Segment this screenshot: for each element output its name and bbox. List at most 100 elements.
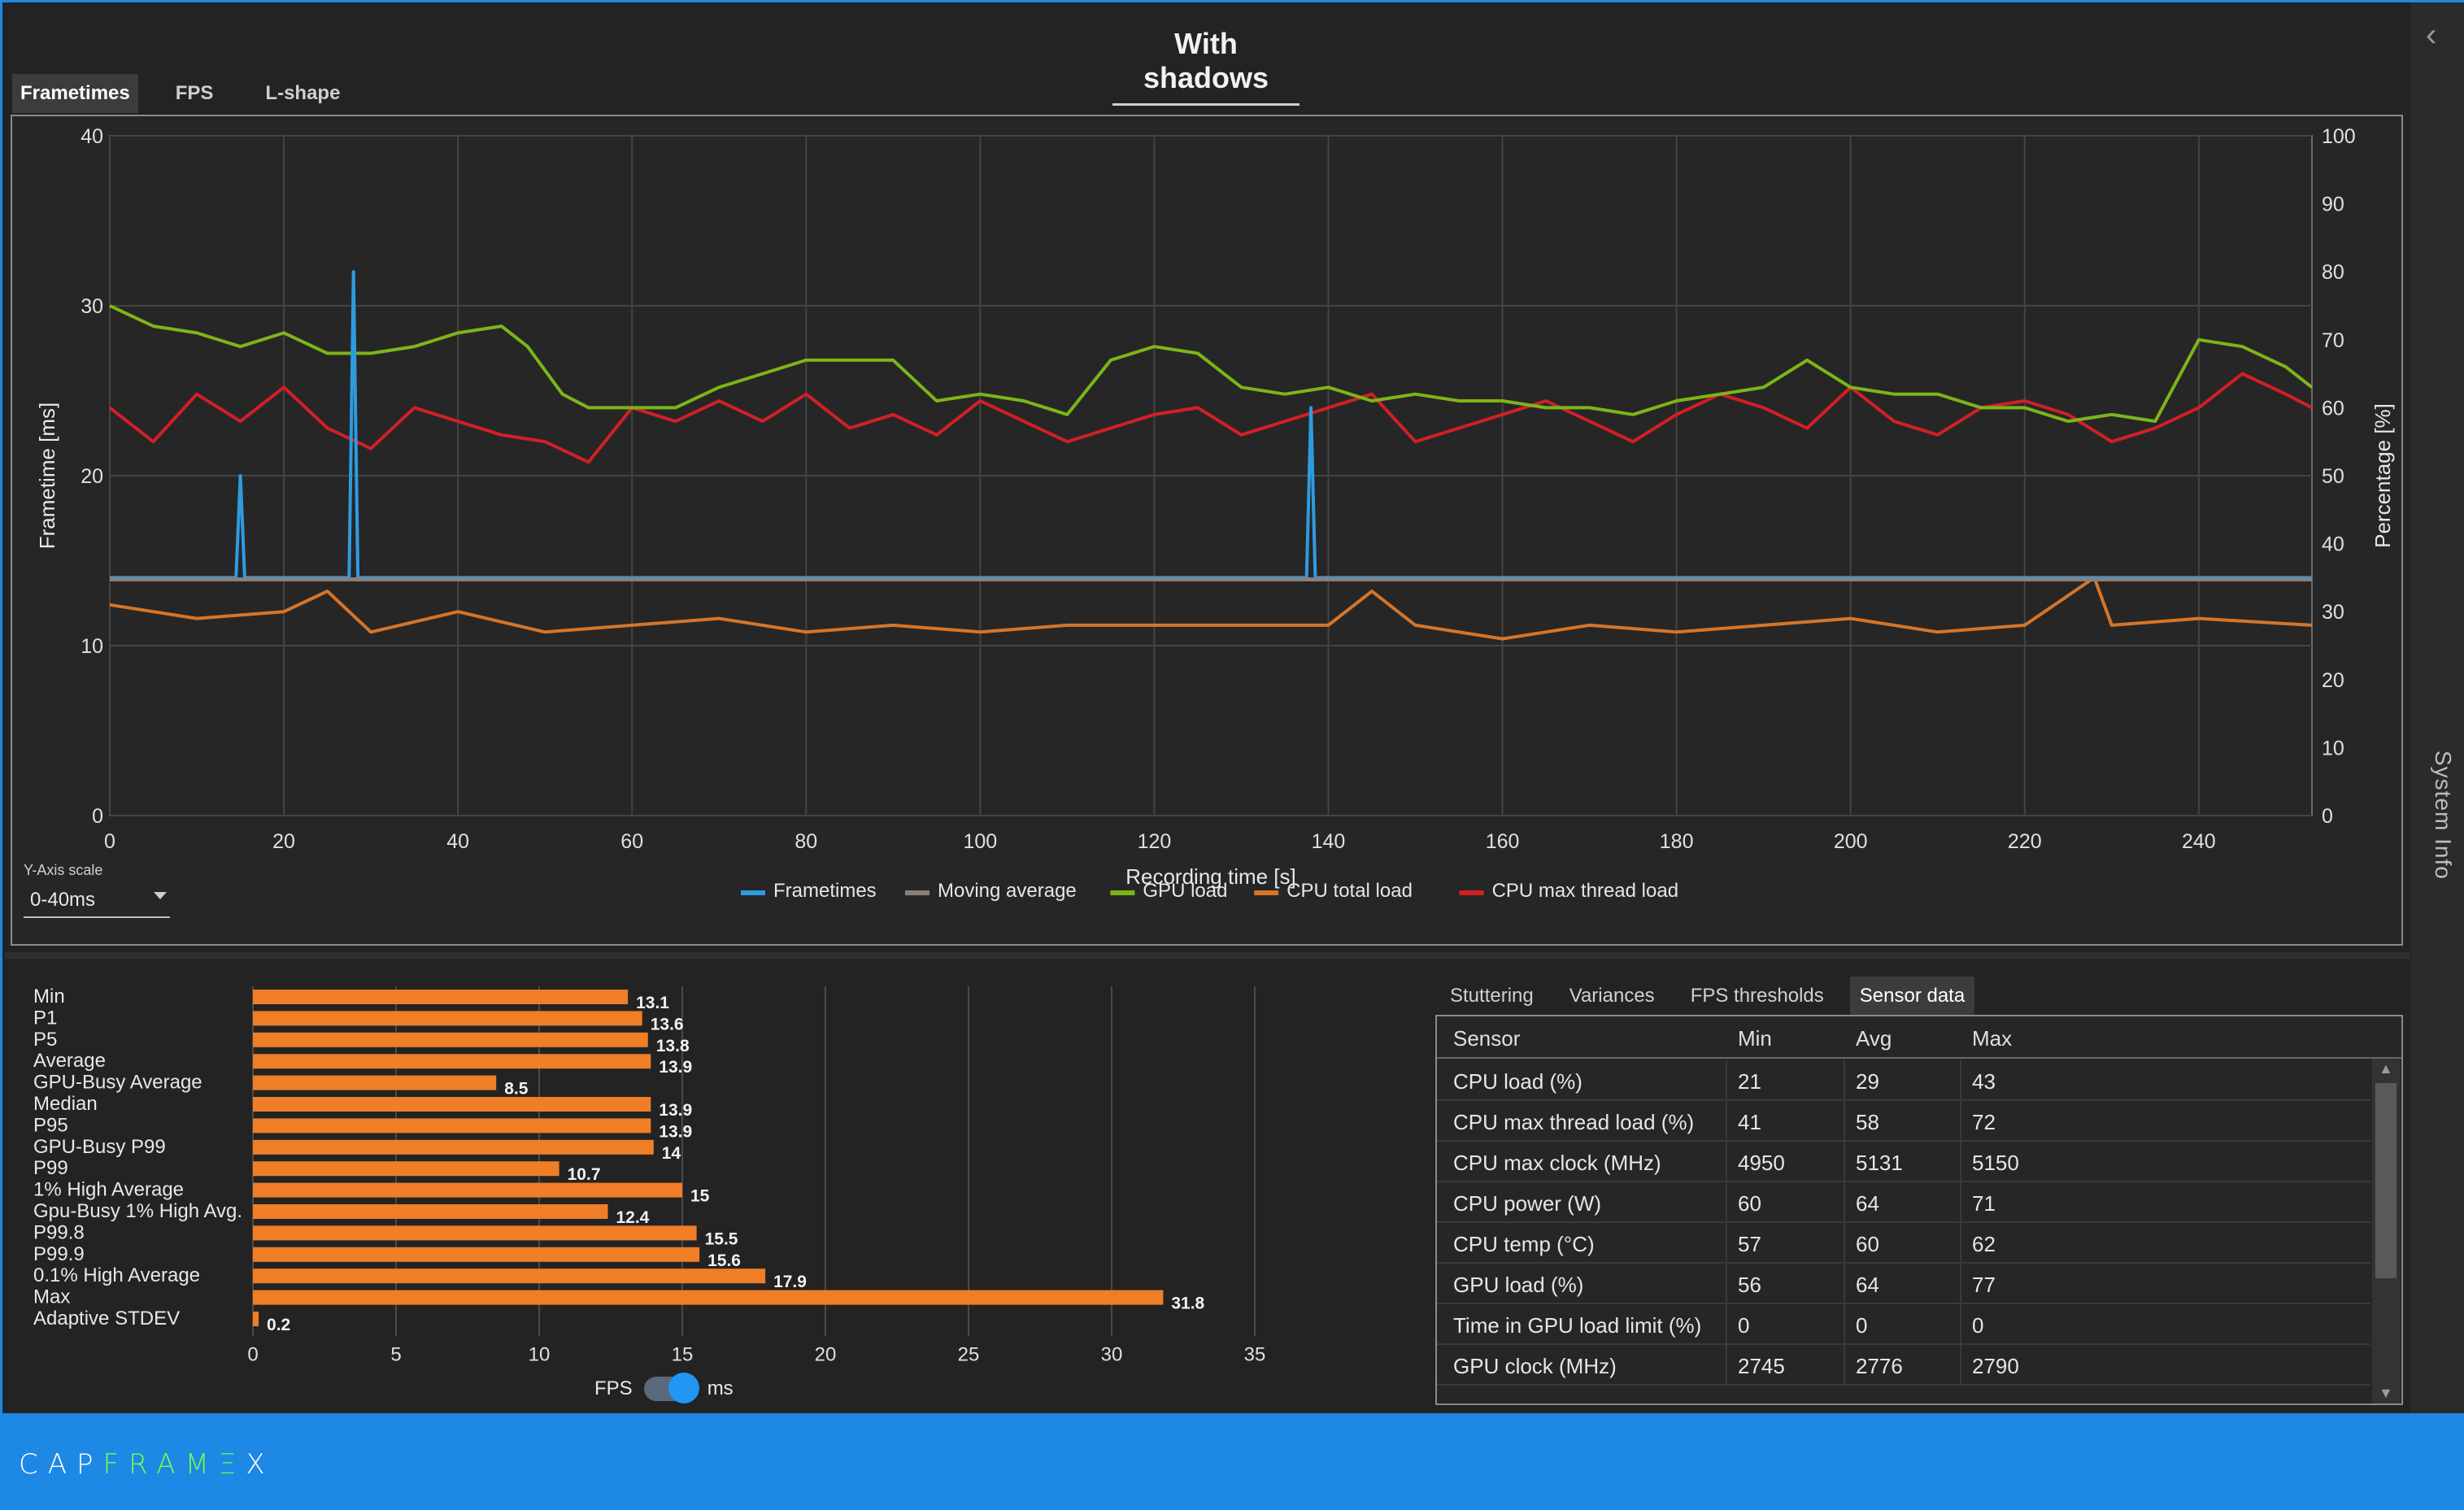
column-divider — [1960, 1182, 1961, 1223]
column-divider — [1726, 1142, 1727, 1182]
tab-stuttering[interactable]: Stuttering — [1450, 985, 1534, 1007]
table-row[interactable]: Time in GPU load limit (%) 0 0 0 — [1437, 1304, 2370, 1345]
x-axis-label: Recording time [s] — [1125, 864, 1296, 889]
toggle-label-fps: FPS — [594, 1377, 633, 1399]
bar-x-tick-label: 15 — [672, 1343, 694, 1365]
analysis-tabs: Stuttering Variances FPS thresholds Sens… — [1440, 977, 1975, 1016]
table-cell: CPU load (%) — [1453, 1069, 1582, 1094]
table-row[interactable]: CPU temp (°C) 57 60 62 — [1437, 1223, 2370, 1264]
legend-label[interactable]: GPU load — [1143, 880, 1227, 902]
table-cell: 71 — [1972, 1191, 1996, 1216]
y2-tick-label: 90 — [2322, 194, 2344, 216]
table-scrollbar[interactable]: ▲ ▼ — [2372, 1059, 2400, 1403]
bar — [253, 1097, 651, 1112]
column-divider — [1844, 1060, 1845, 1101]
bar-value-label: 0.2 — [267, 1316, 290, 1334]
tab-fps[interactable]: FPS — [175, 82, 214, 104]
table-cell: CPU temp (°C) — [1453, 1232, 1595, 1256]
column-divider — [1844, 1345, 1845, 1386]
bar-value-label: 13.8 — [656, 1037, 690, 1055]
page-title: With shadows — [1112, 27, 1299, 106]
chevron-left-icon[interactable]: ‹ — [2426, 17, 2437, 53]
y-axis-scale-label: Y-Axis scale — [24, 862, 103, 878]
column-header-avg[interactable]: Avg — [1856, 1026, 1892, 1051]
toggle-switch[interactable] — [643, 1373, 699, 1403]
scroll-down-icon[interactable]: ▼ — [2379, 1385, 2393, 1401]
column-header-sensor[interactable]: Sensor — [1453, 1026, 1521, 1051]
table-cell: 0 — [1972, 1313, 1984, 1338]
tab-variances[interactable]: Variances — [1569, 985, 1655, 1007]
frametime-chart-panel: 0 20 40 60 80 100 120 140 160 180 200 220 240 0 10 20 30… — [11, 115, 2403, 946]
fps-ms-toggle[interactable]: FPS ms — [594, 1373, 734, 1403]
bar-category-label: Median — [33, 1093, 98, 1115]
bar-value-label: 14 — [662, 1144, 681, 1163]
table-cell: 56 — [1738, 1273, 1761, 1297]
toggle-label-ms: ms — [707, 1377, 734, 1399]
legend-label[interactable]: CPU total load — [1286, 880, 1413, 902]
bar — [253, 1054, 651, 1069]
column-header-max[interactable]: Max — [1972, 1026, 2013, 1051]
table-cell: 0 — [1856, 1313, 1868, 1338]
bar — [253, 990, 629, 1004]
table-row[interactable]: GPU clock (MHz) 2745 2776 2790 — [1437, 1345, 2370, 1386]
tab-sensor-data[interactable]: Sensor data — [1849, 977, 1975, 1016]
table-header: Sensor Min Avg Max — [1437, 1016, 2401, 1059]
table-cell: CPU power (W) — [1453, 1191, 1602, 1216]
y2-tick-label: 30 — [2322, 601, 2344, 624]
table-row[interactable]: CPU max thread load (%) 41 58 72 — [1437, 1101, 2370, 1142]
system-info-sidebar[interactable] — [2411, 2, 2464, 1413]
bar-value-label: 31.8 — [1171, 1295, 1204, 1313]
table-cell: GPU load (%) — [1453, 1273, 1584, 1297]
bar-value-label: 12.4 — [616, 1208, 649, 1227]
table-cell: 43 — [1972, 1069, 1996, 1094]
x-tick-label: 0 — [104, 830, 115, 853]
x-tick-label: 20 — [272, 830, 295, 853]
table-cell: 21 — [1738, 1069, 1761, 1094]
scroll-thumb[interactable] — [2375, 1083, 2397, 1278]
legend-label[interactable]: Frametimes — [773, 880, 877, 902]
bar-x-tick-label: 25 — [958, 1343, 980, 1365]
bar-value-label: 15.5 — [705, 1229, 738, 1248]
scroll-up-icon[interactable]: ▲ — [2379, 1060, 2393, 1077]
y2-tick-label: 20 — [2322, 669, 2344, 692]
table-cell: 4950 — [1738, 1151, 1785, 1175]
column-header-min[interactable]: Min — [1738, 1026, 1772, 1051]
x-tick-label: 200 — [1834, 830, 1868, 853]
column-divider — [1844, 1223, 1845, 1264]
table-cell: 62 — [1972, 1232, 1996, 1256]
system-info-label[interactable]: System Info — [2431, 751, 2456, 880]
bar-x-tick-label: 5 — [390, 1343, 401, 1365]
bar-value-label: 8.5 — [504, 1080, 529, 1099]
tab-frametimes[interactable]: Frametimes — [12, 74, 138, 113]
table-cell: 64 — [1856, 1273, 1879, 1297]
column-divider — [1726, 1060, 1727, 1101]
column-divider — [1726, 1101, 1727, 1142]
table-cell: 2745 — [1738, 1354, 1785, 1378]
bar-category-label: Adaptive STDEV — [33, 1308, 180, 1329]
bar-value-label: 15 — [690, 1187, 710, 1206]
y-axis-scale-dropdown[interactable]: 0-40ms — [24, 882, 170, 918]
table-row[interactable]: CPU power (W) 60 64 71 — [1437, 1182, 2370, 1223]
sensor-data-table: Sensor Min Avg Max CPU load (%) 21 29 43 CPU… — [1435, 1015, 2403, 1405]
legend-label[interactable]: Moving average — [938, 880, 1077, 902]
bar-value-label: 10.7 — [568, 1165, 601, 1184]
tab-l-shape[interactable]: L-shape — [265, 82, 341, 104]
table-cell: CPU max clock (MHz) — [1453, 1151, 1661, 1175]
table-row[interactable]: GPU load (%) 56 64 77 — [1437, 1264, 2370, 1304]
chevron-down-icon — [154, 892, 167, 899]
table-row[interactable]: CPU load (%) 21 29 43 — [1437, 1060, 2370, 1101]
bar-category-label: P1 — [33, 1007, 57, 1029]
frametime-chart[interactable]: 0 20 40 60 80 100 120 140 160 180 200 220 2400102030… — [12, 116, 2405, 947]
tab-fps-thresholds[interactable]: FPS thresholds — [1690, 985, 1824, 1007]
column-divider — [1960, 1060, 1961, 1101]
legend-label[interactable]: CPU max thread load — [1492, 880, 1678, 902]
bar-value-label: 17.9 — [773, 1273, 807, 1291]
bar-category-label: 1% High Average — [33, 1179, 184, 1201]
bar-category-label: P99.8 — [33, 1221, 85, 1243]
legend-swatch — [1110, 890, 1135, 895]
y2-tick-label: 100 — [2322, 125, 2356, 148]
table-row[interactable]: CPU max clock (MHz) 4950 5131 5150 — [1437, 1142, 2370, 1182]
table-cell: 2790 — [1972, 1354, 2019, 1378]
bar — [253, 1011, 642, 1026]
